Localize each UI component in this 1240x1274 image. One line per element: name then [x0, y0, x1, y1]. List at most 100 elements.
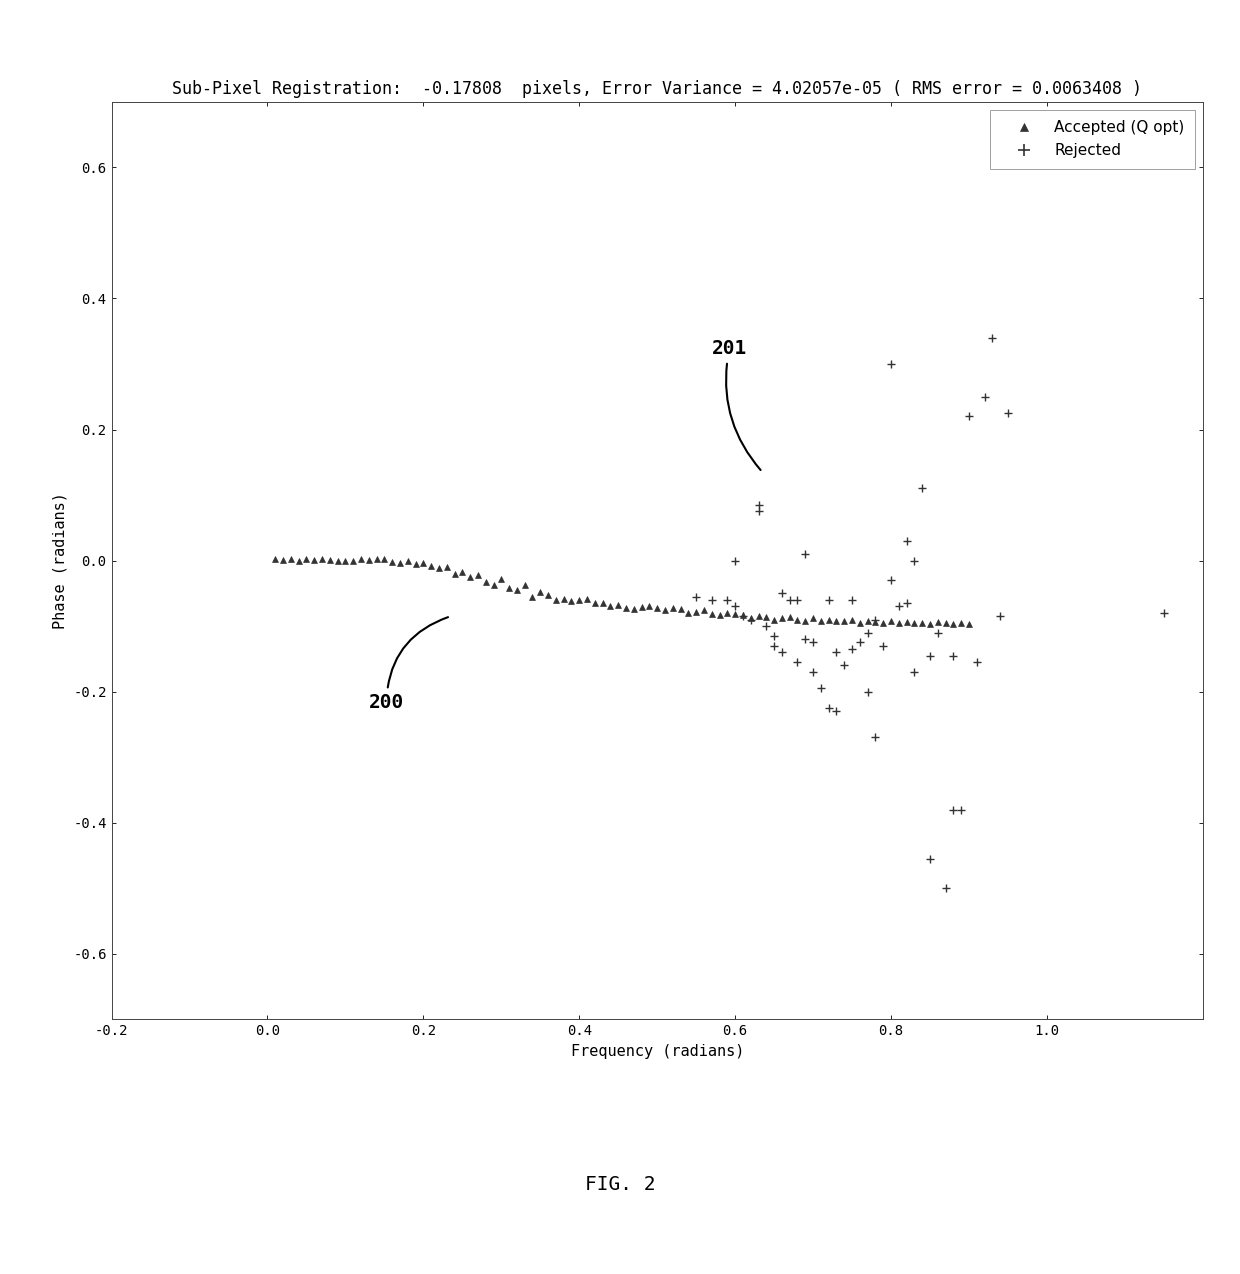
Point [718, 603, 738, 623]
Point [773, 583, 792, 604]
Point [795, 544, 815, 564]
Point [787, 609, 807, 629]
Point [959, 614, 978, 634]
Point [756, 615, 776, 636]
Point [500, 578, 520, 599]
Point [975, 386, 994, 406]
Point [304, 549, 324, 569]
Point [522, 586, 542, 606]
Point [811, 678, 831, 698]
Point [904, 550, 924, 571]
Point [982, 327, 1002, 348]
Point [1154, 603, 1174, 623]
X-axis label: Frequency (radians): Frequency (radians) [570, 1043, 744, 1059]
Point [749, 606, 769, 627]
Point [678, 603, 698, 623]
Point [882, 569, 901, 590]
Point [835, 655, 854, 675]
Point [920, 848, 940, 869]
Point [773, 642, 792, 662]
Point [959, 406, 978, 427]
Point [312, 549, 332, 569]
Point [554, 589, 574, 609]
Point [374, 549, 394, 569]
Point [835, 612, 854, 632]
Point [818, 698, 838, 719]
Point [897, 612, 916, 632]
Point [944, 799, 963, 819]
Point [725, 550, 745, 571]
Point [460, 567, 480, 587]
Point [842, 610, 862, 631]
Point [343, 552, 363, 572]
Point [897, 592, 916, 613]
Point [320, 549, 340, 569]
Point [951, 799, 971, 819]
Point [577, 589, 596, 609]
Point [296, 549, 316, 569]
Point [663, 598, 683, 618]
Y-axis label: Phase (radians): Phase (radians) [52, 492, 68, 629]
Point [336, 552, 356, 572]
Text: FIG. 2: FIG. 2 [585, 1176, 655, 1194]
Point [780, 606, 800, 627]
Point [600, 596, 620, 617]
Point [640, 596, 660, 617]
Point [740, 608, 760, 628]
Point [967, 652, 987, 673]
Point [827, 701, 847, 721]
Point [694, 600, 714, 620]
Point [546, 590, 565, 610]
Point [429, 558, 449, 578]
Point [367, 548, 387, 568]
Point [795, 610, 815, 631]
Point [873, 613, 893, 633]
Point [920, 646, 940, 666]
Point [647, 599, 667, 619]
Point [827, 610, 847, 631]
Point [944, 646, 963, 666]
Point [764, 609, 784, 629]
Text: 201: 201 [712, 339, 760, 470]
Point [358, 549, 378, 569]
Point [889, 613, 909, 633]
Point [467, 564, 487, 585]
Point [616, 598, 636, 618]
Point [265, 549, 285, 569]
Point [889, 596, 909, 617]
Point [764, 626, 784, 646]
Point [405, 554, 425, 575]
Point [476, 571, 496, 591]
Point [928, 623, 947, 643]
Point [756, 606, 776, 627]
Point [882, 354, 901, 375]
Point [920, 614, 940, 634]
Point [327, 550, 347, 571]
Point [928, 612, 947, 632]
Point [944, 614, 963, 634]
Point [913, 613, 932, 633]
Point [936, 878, 956, 898]
Point [998, 403, 1018, 423]
Point [624, 599, 644, 619]
Text: 200: 200 [368, 617, 448, 712]
Point [382, 552, 402, 572]
Point [936, 613, 956, 633]
Point [445, 563, 465, 583]
Point [281, 548, 301, 568]
Point [562, 591, 582, 612]
Point [842, 638, 862, 659]
Point [811, 612, 831, 632]
Point [749, 501, 769, 521]
Point [515, 576, 534, 596]
Point [593, 592, 613, 613]
Point [491, 568, 511, 589]
Point [585, 592, 605, 613]
Point [913, 478, 932, 498]
Point [413, 553, 433, 573]
Point [422, 555, 441, 576]
Point [866, 612, 885, 632]
Point [484, 576, 503, 596]
Point [702, 604, 722, 624]
Point [671, 599, 691, 619]
